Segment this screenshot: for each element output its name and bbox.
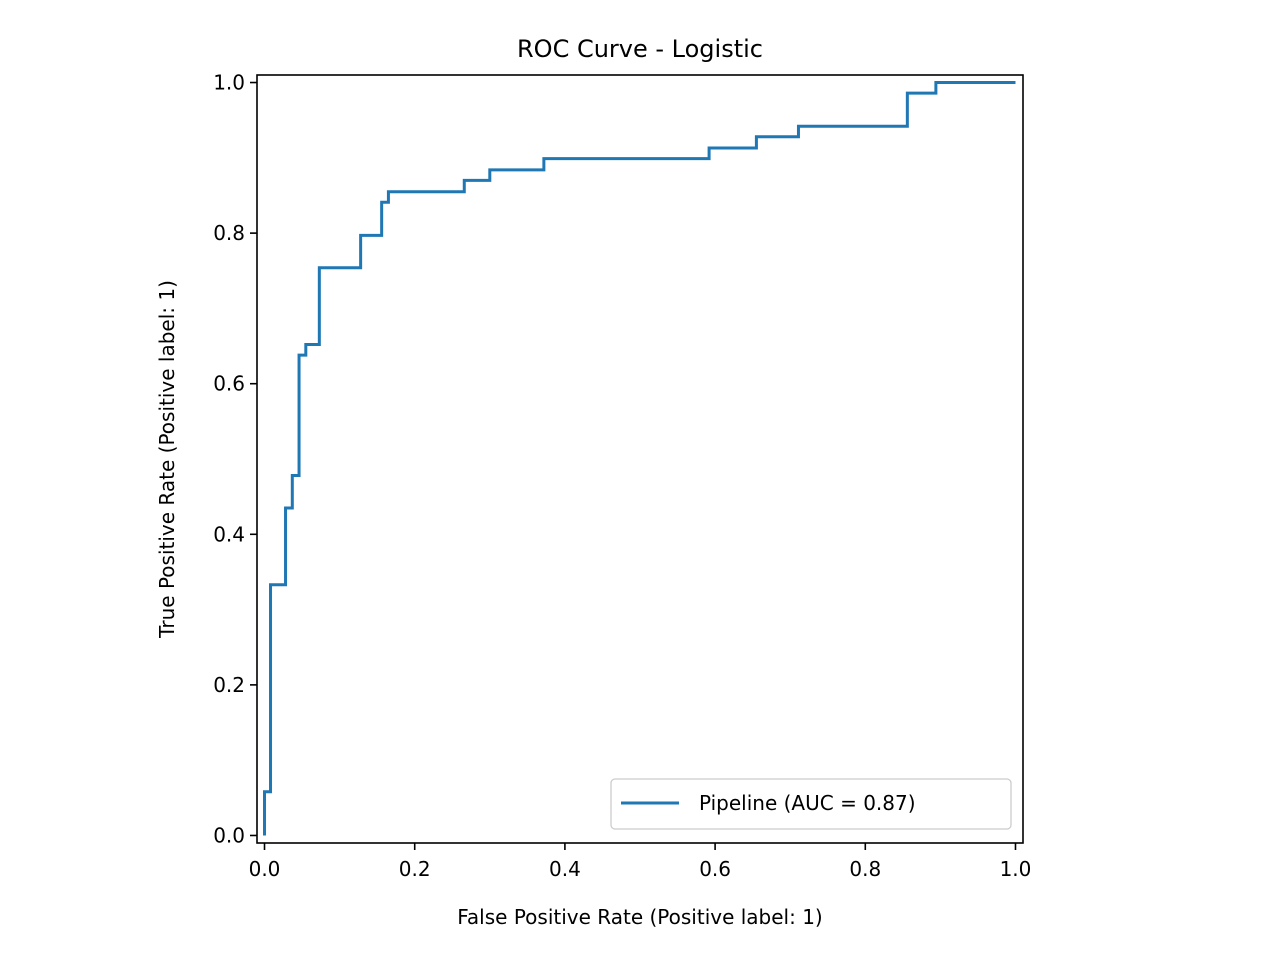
- chart-title: ROC Curve - Logistic: [517, 35, 763, 63]
- y-axis-ticks: 0.0 0.2 0.4 0.6 0.8 1.0: [213, 71, 257, 847]
- x-axis-label: False Positive Rate (Positive label: 1): [457, 905, 823, 929]
- y-axis-label: True Positive Rate (Positive label: 1): [155, 280, 179, 639]
- series-line-0: [263, 81, 1016, 836]
- y-tick-label: 0.4: [213, 522, 245, 546]
- x-tick-label: 0.0: [249, 857, 281, 881]
- y-tick-label: 0.0: [213, 823, 245, 847]
- plot-area: [263, 81, 1016, 836]
- x-tick-label: 1.0: [1000, 857, 1032, 881]
- axes-frame: [256, 74, 1024, 844]
- y-tick-label: 0.2: [213, 673, 245, 697]
- x-tick-label: 0.4: [549, 857, 581, 881]
- legend-box: [610, 778, 1012, 830]
- x-tick-label: 0.2: [399, 857, 431, 881]
- legend: Pipeline (AUC = 0.87): [610, 778, 1012, 830]
- y-tick-label: 0.6: [213, 372, 245, 396]
- y-tick-label: 1.0: [213, 71, 245, 95]
- x-tick-label: 0.8: [849, 857, 881, 881]
- x-axis-ticks: 0.0 0.2 0.4 0.6 0.8 1.0: [249, 843, 1032, 881]
- legend-label-pipeline: Pipeline (AUC = 0.87): [699, 791, 916, 815]
- y-tick-label: 0.8: [213, 221, 245, 245]
- x-tick-label: 0.6: [699, 857, 731, 881]
